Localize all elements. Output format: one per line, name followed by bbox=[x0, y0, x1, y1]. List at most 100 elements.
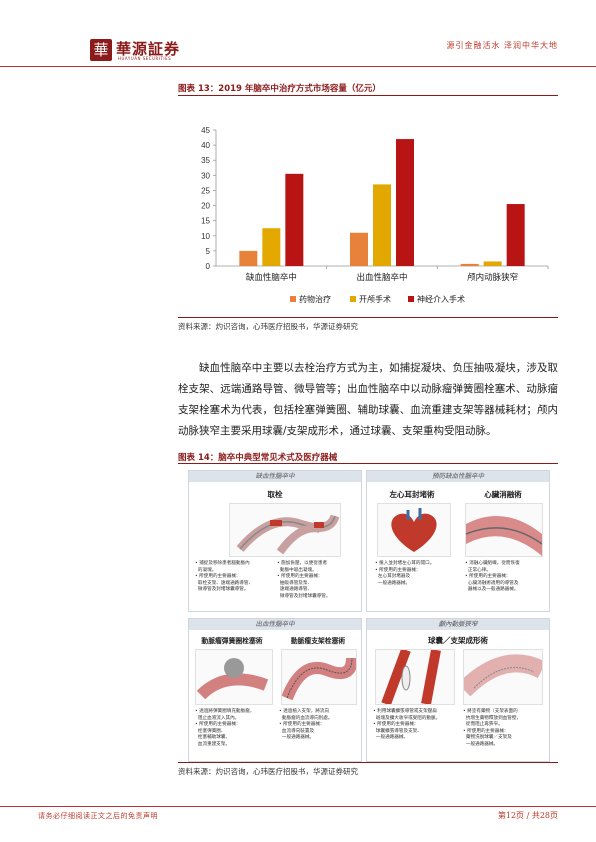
bar bbox=[262, 228, 281, 266]
y-tick-label: 35 bbox=[201, 156, 210, 165]
figure14-title: 图表 14：脑卒中典型常见术式及医疗器械 bbox=[178, 453, 338, 463]
figure14-title-rule bbox=[178, 463, 558, 464]
note-line: • 所使用的主要器械： bbox=[373, 722, 419, 728]
note-line: 栓塞彈簧圈、 bbox=[195, 728, 226, 734]
panel-flow-diverter-title: 動脈瘤支架栓塞術 bbox=[290, 637, 346, 645]
note-line: 栓塞輔助球囊、 bbox=[195, 735, 231, 741]
note-line: • 將塗有藥物（支架表面的 bbox=[463, 709, 518, 714]
note-line: 血流重建支架。 bbox=[195, 741, 231, 747]
note-line: 阻止血液流入其內。 bbox=[195, 715, 240, 721]
balloon-illustration bbox=[375, 648, 455, 706]
brand-logo: 華 bbox=[90, 39, 112, 61]
note-line: 取栓支架、遠端通路導管、 bbox=[195, 580, 254, 586]
note-line: 一般通路器械。 bbox=[375, 580, 411, 586]
note-line: • 利用球囊擴張導管或支架壓扁 bbox=[373, 709, 437, 714]
note-line: 動脈瘤的血流導向別處。 bbox=[279, 715, 333, 721]
note-line: • 透過植入支架，將流向 bbox=[279, 709, 330, 714]
note-line: • 捕捉及移除患者腦動脈內 bbox=[195, 561, 250, 566]
legend-label: 药物治疗 bbox=[299, 294, 331, 304]
legend-label: 开颅手术 bbox=[359, 294, 391, 304]
figure14-diagram: 缺血性腦卒中 取栓 • 捕捉及移除患者腦動脈內 的凝塊。 • 所使用的主要器械： … bbox=[188, 470, 550, 762]
footer-divider bbox=[0, 806, 596, 807]
note-line: 心臟消融術適用的導管及 bbox=[465, 580, 519, 586]
panel-coiling-title: 動脈瘤彈簧圈栓塞術 bbox=[201, 637, 263, 645]
note-line: 器械以及一般通路器械。 bbox=[465, 587, 519, 593]
section-ischemic-head: 缺血性腦卒中 bbox=[189, 471, 361, 482]
header-divider bbox=[0, 66, 596, 67]
y-tick-label: 20 bbox=[201, 202, 210, 211]
figure13-bottom-rule bbox=[178, 317, 558, 318]
figure13-chart: 0 5 10 15 20 25 30 35 40 45 缺血性脑卒中 出血性脑卒中 颅内动脉狭窄药物治疗… bbox=[201, 126, 549, 304]
panel-thrombectomy-title: 取栓 bbox=[267, 490, 283, 499]
y-tick-label: 40 bbox=[201, 141, 210, 150]
note-line: 血流導向裝置及 bbox=[279, 728, 315, 734]
heart-illustration bbox=[377, 503, 451, 557]
note-line: • 所使用的主要器械： bbox=[277, 574, 323, 580]
legend-swatch bbox=[350, 296, 356, 302]
panel-angioplasty-title: 球囊／支架成形術 bbox=[428, 636, 488, 645]
y-tick-label: 25 bbox=[201, 186, 210, 195]
note-line: 抽吸導管及泵、 bbox=[277, 580, 313, 586]
aspiration-notes: • 施加負壓，以便從患者 動脈中吸出凝塊。 • 所使用的主要器械： 抽吸導管及泵、… bbox=[277, 561, 359, 601]
ablation-notes: • 消融心臟組織，從而恢復 正常心律。 • 所使用的主要器械： 心臟消融術適用的導… bbox=[465, 561, 547, 594]
stent-illustration bbox=[457, 649, 547, 705]
bar bbox=[239, 250, 258, 266]
note-line: 從而阻止再狹窄。 bbox=[463, 722, 503, 728]
x-tick-label: 缺血性脑卒中 bbox=[246, 272, 297, 283]
note-line: 球囊擴張導管及支架、 bbox=[373, 728, 422, 734]
figure14-source: 资料来源：灼识咨询，心玮医疗招股书，华源证券研究 bbox=[178, 767, 358, 776]
note-line: • 透過將彈簧圈填充動脈瘤， bbox=[195, 709, 255, 714]
note-line: • 所使用的主要器械： bbox=[195, 574, 241, 580]
coiling-illustration bbox=[195, 649, 273, 705]
legend-label: 神经介入手术 bbox=[417, 294, 465, 304]
note-line: 一般通路器械。 bbox=[373, 735, 409, 741]
y-tick-label: 0 bbox=[206, 262, 211, 271]
figure13-title: 图表 13：2019 年脑卒中治疗方式市场容量（亿元） bbox=[178, 84, 381, 94]
bar bbox=[373, 184, 391, 266]
section-prevention: 預防缺血性腦卒中 左心耳封堵術 心臟消融術 • 植入並封堵左心耳的開口。 • 所使… bbox=[366, 470, 550, 612]
note-line: 藥物洗脫球囊／支架及 bbox=[463, 735, 512, 741]
flow-diverter-illustration bbox=[281, 649, 358, 705]
page-header: 華 華源証券 HUAYUAN SECURITIES 源引金融活水 泽润中华大地 bbox=[0, 0, 596, 70]
header-slogan: 源引金融活水 泽润中华大地 bbox=[446, 41, 558, 50]
stent-notes: • 將塗有藥物（支架表面的 抗增生藥物釋放到血管壁， 從而阻止再狹窄。 • 所使用… bbox=[463, 709, 547, 749]
y-tick-label: 45 bbox=[201, 126, 210, 135]
bar bbox=[506, 204, 525, 266]
thrombectomy-notes: • 捕捉及移除患者腦動脈內 的凝塊。 • 所使用的主要器械： 取栓支架、遠端通路導… bbox=[195, 561, 275, 594]
footer-page-number: 第12页 / 共28页 bbox=[497, 811, 558, 820]
note-line: • 植入並封堵左心耳的開口。 bbox=[375, 561, 435, 566]
footer-disclaimer: 请务必仔细阅读正文之后的免责声明 bbox=[38, 812, 158, 820]
note-line: • 所使用的主要器械： bbox=[279, 722, 325, 728]
section-stenosis: 顱內動脈狹窄 球囊／支架成形術 • 利用球囊擴張導管或支架壓扁 斑塊及擴大收窄或… bbox=[366, 618, 550, 762]
balloon-notes: • 利用球囊擴張導管或支架壓扁 斑塊及擴大收窄或受阻的動脈。 • 所使用的主要器械… bbox=[373, 709, 459, 742]
note-line: • 所使用的主要器械： bbox=[463, 728, 509, 734]
legend-swatch bbox=[408, 296, 414, 302]
panel-laa-title: 左心耳封堵術 bbox=[389, 490, 435, 499]
bar bbox=[350, 232, 368, 266]
body-paragraph: 缺血性脑卒中主要以去栓治疗方式为主，如捕捉凝块、负压抽吸凝块，涉及取栓支架、远端… bbox=[178, 362, 558, 437]
legend-swatch bbox=[290, 296, 296, 302]
x-tick-label: 颅内动脉狭窄 bbox=[467, 272, 518, 283]
panel-ablation-title: 心臟消融術 bbox=[484, 490, 522, 499]
note-line: 一般通路器械。 bbox=[279, 735, 315, 741]
note-line: 抗增生藥物釋放到血管壁， bbox=[463, 715, 522, 721]
y-tick-label: 15 bbox=[201, 217, 210, 226]
figure14-bottom-rule bbox=[178, 762, 558, 763]
laa-notes: • 植入並封堵左心耳的開口。 • 所使用的主要器械： 左心耳封堵器及 一般通路器械… bbox=[375, 561, 457, 587]
flow-diverter-notes: • 透過植入支架，將流向 動脈瘤的血流導向別處。 • 所使用的主要器械： 血流導向… bbox=[279, 709, 359, 742]
note-line: • 所使用的主要器械： bbox=[195, 722, 241, 728]
note-line: 正常心律。 bbox=[465, 567, 491, 573]
note-line: 斑塊及擴大收窄或受阻的動脈。 bbox=[373, 715, 441, 721]
ablation-illustration bbox=[465, 503, 543, 557]
y-tick-label: 10 bbox=[201, 232, 210, 241]
bar bbox=[396, 139, 414, 266]
bar bbox=[460, 263, 479, 266]
bar bbox=[285, 173, 304, 266]
figure13-source: 资料来源：灼识咨询，心玮医疗招股书，华源证券研究 bbox=[178, 322, 358, 331]
y-tick-label: 30 bbox=[201, 171, 210, 180]
y-tick-label: 5 bbox=[206, 247, 211, 256]
thrombectomy-illustration bbox=[229, 503, 341, 557]
section-ischemic: 缺血性腦卒中 取栓 • 捕捉及移除患者腦動脈內 的凝塊。 • 所使用的主要器械： … bbox=[188, 470, 362, 612]
brand-name-en: HUAYUAN SECURITIES bbox=[118, 56, 172, 61]
note-line: 遠端通路導管、 bbox=[277, 587, 313, 593]
